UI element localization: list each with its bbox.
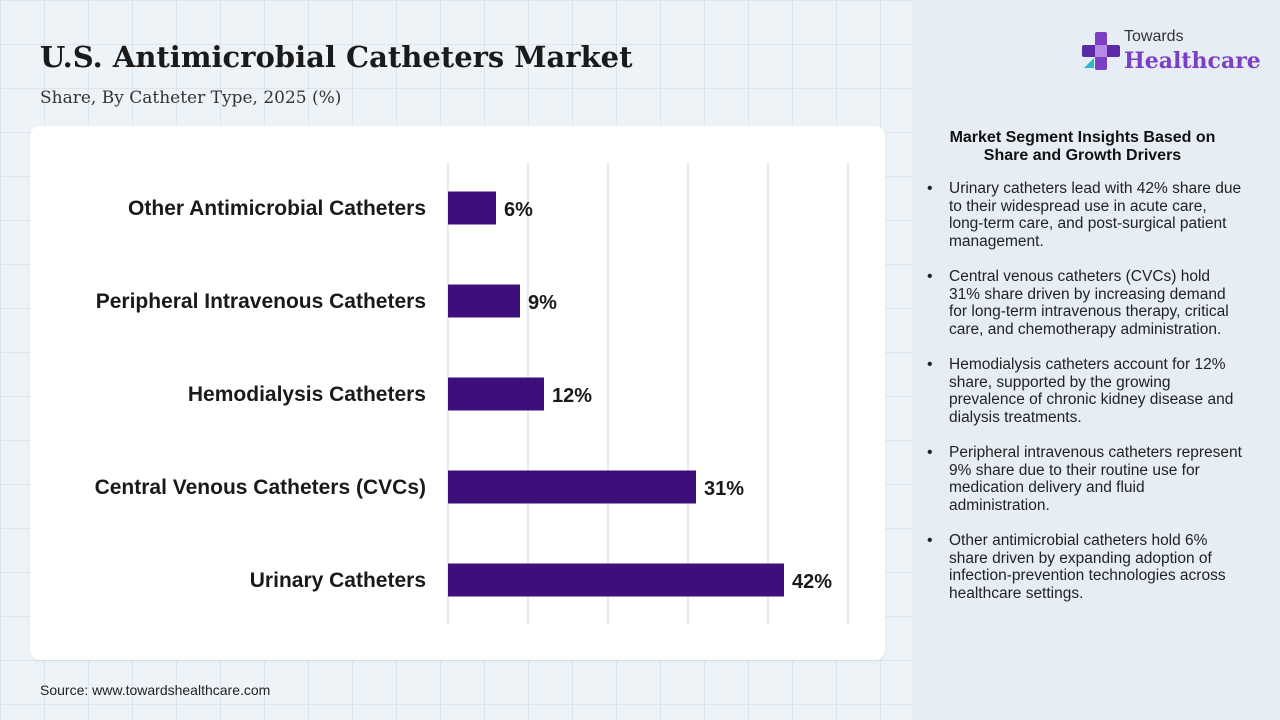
insights-title-line-1: Market Segment Insights Based on — [949, 129, 1216, 146]
logo-text-top: Towards — [1124, 28, 1184, 45]
source-text: Source: www.towardshealthcare.com — [40, 682, 271, 698]
bar-hemodialysis — [448, 377, 544, 411]
brand-logo: Towards Healthcare — [1080, 28, 1261, 78]
insights-title: Market Segment Insights Based on Share a… — [925, 129, 1240, 165]
insights-title-line-2: Share and Growth Drivers — [983, 147, 1182, 164]
chart-subtitle: Share, By Catheter Type, 2025 (%) — [40, 88, 342, 108]
value-label-cvc: 31% — [704, 478, 744, 500]
bar-peripheral — [448, 284, 520, 318]
value-label-peripheral: 9% — [528, 292, 557, 314]
insight-item-peripheral: Peripheral intravenous catheters represe… — [925, 444, 1245, 514]
value-label-hemodialysis: 12% — [552, 385, 592, 407]
category-label-other: Other Antimicrobial Catheters — [128, 197, 426, 220]
insight-item-other: Other antimicrobial catheters hold 6% sh… — [925, 532, 1245, 602]
chart-title: U.S. Antimicrobial Catheters Market — [40, 40, 633, 74]
cross-logo-icon — [1082, 32, 1120, 70]
insights-list: Urinary catheters lead with 42% share du… — [925, 180, 1245, 620]
value-label-other: 6% — [504, 199, 533, 221]
insight-item-urinary: Urinary catheters lead with 42% share du… — [925, 180, 1245, 250]
category-label-urinary: Urinary Catheters — [250, 569, 426, 592]
bar-chart: Other Antimicrobial Catheters 6% Periphera… — [95, 162, 849, 624]
category-label-peripheral: Peripheral Intravenous Catheters — [96, 290, 426, 313]
value-label-urinary: 42% — [792, 571, 832, 593]
category-label-hemodialysis: Hemodialysis Catheters — [188, 383, 426, 406]
chart-card: Other Antimicrobial Catheters 6% Periphera… — [30, 126, 885, 660]
logo-text-main: Healthcare — [1124, 48, 1261, 74]
bar-cvc — [448, 470, 696, 504]
insight-item-cvc: Central venous catheters (CVCs) hold 31%… — [925, 268, 1245, 338]
insight-item-hemodialysis: Hemodialysis catheters account for 12% s… — [925, 356, 1245, 426]
bar-other — [448, 191, 496, 225]
category-label-cvc: Central Venous Catheters (CVCs) — [95, 476, 426, 499]
bar-urinary — [448, 563, 784, 597]
